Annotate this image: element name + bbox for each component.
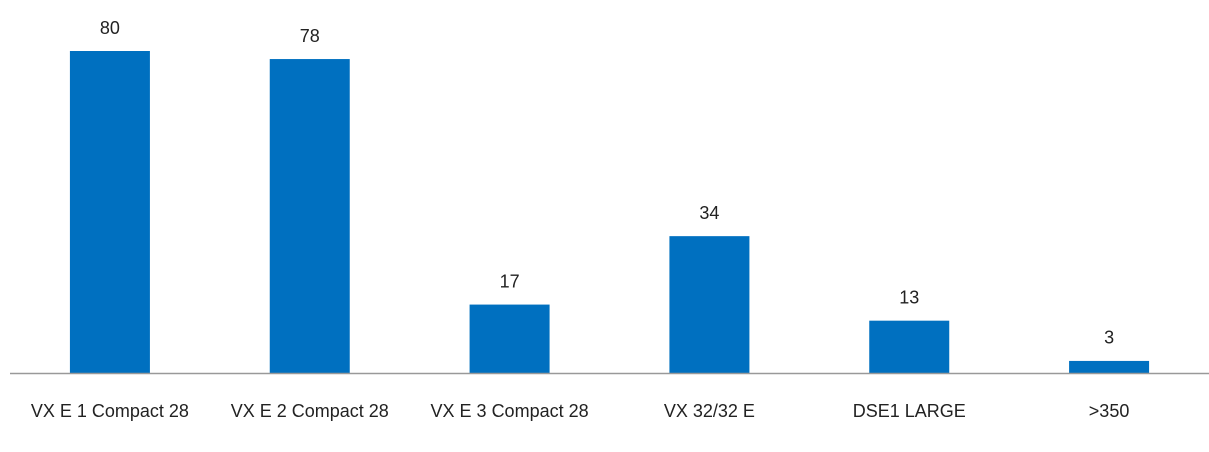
value-label: 13 bbox=[899, 287, 919, 307]
x-tick-label: >350 bbox=[1088, 401, 1130, 421]
bar bbox=[69, 51, 150, 373]
x-tick-label: DSE1 LARGE bbox=[852, 401, 966, 421]
bar bbox=[1069, 360, 1150, 373]
x-tick-label: VX E 3 Compact 28 bbox=[430, 401, 589, 421]
bar bbox=[469, 304, 550, 373]
value-label: 34 bbox=[699, 203, 719, 223]
value-label: 3 bbox=[1104, 328, 1114, 348]
x-tick-label: VX E 1 Compact 28 bbox=[30, 401, 189, 421]
x-tick-label: VX 32/32 E bbox=[663, 401, 755, 421]
value-label: 17 bbox=[500, 271, 520, 291]
x-tick-label: VX E 2 Compact 28 bbox=[230, 401, 389, 421]
bar bbox=[869, 320, 950, 373]
value-label: 78 bbox=[300, 26, 320, 46]
value-label: 80 bbox=[100, 18, 120, 38]
bar bbox=[669, 236, 750, 373]
bar bbox=[269, 59, 350, 374]
